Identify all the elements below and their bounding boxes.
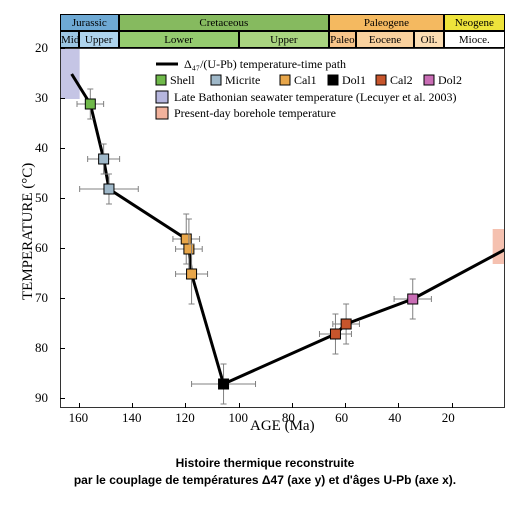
caption-line-2: par le couplage de températures Δ47 (axe… xyxy=(74,473,456,487)
plot-area: Shell Micrite Cal1 Dol1 Cal2 Dol2 Δ₄₇/(U-Pb) t… xyxy=(60,48,505,408)
y-tick-label: 80 xyxy=(35,340,48,356)
strat-cell: Upper xyxy=(79,31,119,48)
x-tick xyxy=(398,403,399,408)
svg-text:Micrite: Micrite xyxy=(225,73,260,87)
y-tick-label: 30 xyxy=(35,90,48,106)
y-tick-label: 50 xyxy=(35,190,48,206)
x-tick xyxy=(345,403,346,408)
svg-text:Cal2: Cal2 xyxy=(390,73,413,87)
strat-cell: Mioce. xyxy=(444,31,505,48)
y-tick-label: 70 xyxy=(35,290,48,306)
x-tick-label: 80 xyxy=(282,410,295,426)
y-tick-label: 60 xyxy=(35,240,48,256)
x-tick-label: 160 xyxy=(69,410,89,426)
strat-cell: Neogene xyxy=(444,14,505,31)
svg-text:Dol1: Dol1 xyxy=(342,73,366,87)
strat-cell: Jurassic xyxy=(60,14,119,31)
strat-cell: Upper xyxy=(239,31,330,48)
y-tick xyxy=(60,248,65,249)
svg-text:Cal1: Cal1 xyxy=(294,73,317,87)
x-tick xyxy=(185,403,186,408)
x-tick xyxy=(132,403,133,408)
svg-text:Late Bathonian seawater temper: Late Bathonian seawater temperature (Lec… xyxy=(174,90,457,104)
strat-cell: Cretaceous xyxy=(119,14,330,31)
svg-text:Shell: Shell xyxy=(170,73,195,87)
x-tick-label: 100 xyxy=(229,410,249,426)
caption-line-1: Histoire thermique reconstruite xyxy=(176,456,355,470)
plot-svg: Shell Micrite Cal1 Dol1 Cal2 Dol2 Δ₄₇/(U-Pb) t… xyxy=(61,49,504,407)
y-tick-label: 20 xyxy=(35,40,48,56)
strat-cell: Oli. xyxy=(414,31,443,48)
y-tick xyxy=(60,348,65,349)
thermal-history-figure: JurassicCretaceousPaleogeneNeogeneMidUpp… xyxy=(0,0,530,507)
x-tick xyxy=(239,403,240,408)
svg-text:Present-day borehole temperatu: Present-day borehole temperature xyxy=(174,106,336,120)
strat-bar: JurassicCretaceousPaleogeneNeogeneMidUpp… xyxy=(60,14,505,48)
x-tick xyxy=(79,403,80,408)
x-tick-label: 140 xyxy=(122,410,142,426)
strat-cell: Lower xyxy=(119,31,239,48)
svg-text:Dol2: Dol2 xyxy=(438,73,462,87)
x-tick xyxy=(292,403,293,408)
y-tick xyxy=(60,198,65,199)
x-tick-label: 20 xyxy=(442,410,455,426)
y-tick xyxy=(60,148,65,149)
strat-cell: Paleogene xyxy=(329,14,444,31)
x-tick-label: 120 xyxy=(175,410,195,426)
strat-cell: Paleo. xyxy=(329,31,356,48)
y-tick xyxy=(60,48,65,49)
y-tick xyxy=(60,398,65,399)
x-tick-label: 60 xyxy=(335,410,348,426)
y-tick xyxy=(60,298,65,299)
y-tick-label: 40 xyxy=(35,140,48,156)
svg-text:Δ₄₇/(U-Pb) temperature-time pa: Δ₄₇/(U-Pb) temperature-time path xyxy=(184,57,346,71)
strat-cell: Mid xyxy=(60,31,79,48)
y-axis-label: TEMPERATURE (°C) xyxy=(20,163,37,300)
figure-caption: Histoire thermique reconstruite par le c… xyxy=(0,455,530,489)
x-tick-label: 40 xyxy=(388,410,401,426)
y-tick xyxy=(60,98,65,99)
strat-cell: Eocene xyxy=(356,31,415,48)
y-tick-label: 90 xyxy=(35,390,48,406)
x-tick xyxy=(452,403,453,408)
